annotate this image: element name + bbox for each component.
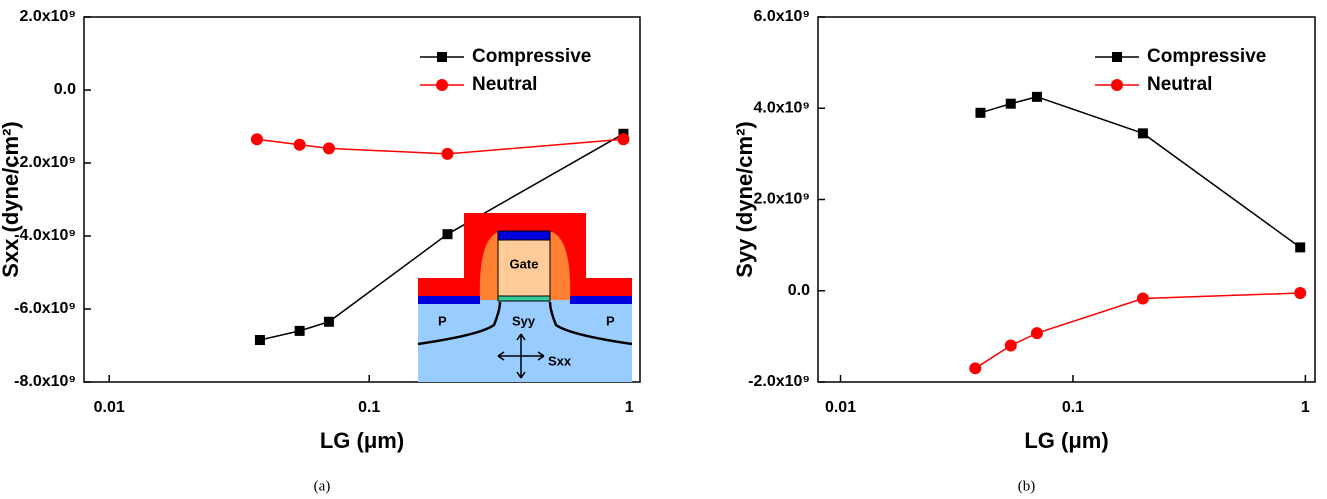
legend-label: Neutral — [472, 74, 537, 95]
marker — [1005, 340, 1017, 352]
x-tick-label: 0.1 — [1062, 399, 1084, 416]
series-line — [980, 97, 1300, 248]
silicide — [570, 296, 632, 304]
x-axis-label: LG (μm) — [320, 428, 404, 453]
legend-marker — [436, 79, 448, 91]
y-tick-label: -4.0x10⁹ — [14, 227, 76, 244]
marker — [323, 142, 335, 154]
marker — [1138, 128, 1148, 138]
marker — [1137, 293, 1149, 305]
x-tick-label: 0.01 — [825, 399, 856, 416]
x-tick-label: 1 — [1301, 399, 1310, 416]
y-tick-label: 4.0x10⁹ — [753, 99, 810, 116]
caption: (b) — [1018, 478, 1036, 494]
marker — [251, 133, 263, 145]
inset-sxx: Sxx — [548, 353, 572, 368]
figure: -8.0x10⁹ -6.0x10⁹ -4.0x10⁹ -2.0x10⁹ 0.0 2.0x1… — [0, 0, 1327, 499]
series-line — [975, 293, 1300, 368]
marker — [324, 317, 334, 327]
y-tick-label: -2.0x10⁹ — [748, 373, 810, 390]
marker — [441, 148, 453, 160]
marker — [1031, 327, 1043, 339]
legend-marker — [1111, 79, 1123, 91]
marker — [1294, 287, 1306, 299]
marker — [295, 326, 305, 336]
y-tick-label: -8.0x10⁹ — [14, 373, 76, 390]
y-axis-label: Sxx (dyne/cm²) — [0, 121, 23, 278]
inset-p: P — [438, 313, 447, 328]
x-axis-label: LG (μm) — [1024, 428, 1108, 453]
y-tick-label: 0.0 — [788, 282, 810, 299]
x-tick-label: 0.01 — [94, 399, 125, 416]
legend-label: Compressive — [472, 46, 591, 67]
silicide — [418, 296, 480, 304]
marker — [1295, 242, 1305, 252]
y-tick-label: -6.0x10⁹ — [14, 300, 76, 317]
plot-frame — [818, 17, 1315, 382]
marker — [294, 139, 306, 151]
marker — [969, 362, 981, 374]
marker — [255, 335, 265, 345]
marker — [1032, 92, 1042, 102]
legend-marker — [437, 52, 447, 62]
caption: (a) — [314, 478, 331, 494]
x-tick-label: 1 — [625, 399, 634, 416]
marker — [1006, 99, 1016, 109]
page: -8.0x10⁹ -6.0x10⁹ -4.0x10⁹ -2.0x10⁹ 0.0 2.0x1… — [0, 0, 1327, 499]
y-tick-label: -2.0x10⁹ — [14, 154, 76, 171]
legend-label: Neutral — [1147, 74, 1212, 95]
x-tick-label: 0.1 — [358, 399, 380, 416]
y-tick-label: 0.0 — [54, 81, 76, 98]
y-tick-label: 2.0x10⁹ — [753, 191, 810, 208]
inset-p: P — [606, 313, 615, 328]
legend-label: Compressive — [1147, 46, 1266, 67]
substrate — [418, 300, 632, 382]
marker — [617, 133, 629, 145]
y-tick-label: 6.0x10⁹ — [753, 8, 810, 25]
legend-marker — [1112, 52, 1122, 62]
series-line — [257, 139, 624, 154]
marker — [975, 108, 985, 118]
gate-oxide — [498, 296, 550, 301]
marker — [442, 229, 452, 239]
y-tick-label: 2.0x10⁹ — [19, 8, 76, 25]
y-axis-label: Syy (dyne/cm²) — [732, 121, 757, 278]
inset-syy: Syy — [512, 313, 536, 328]
gate-silicide — [498, 231, 550, 240]
inset-gate: Gate — [510, 256, 539, 271]
